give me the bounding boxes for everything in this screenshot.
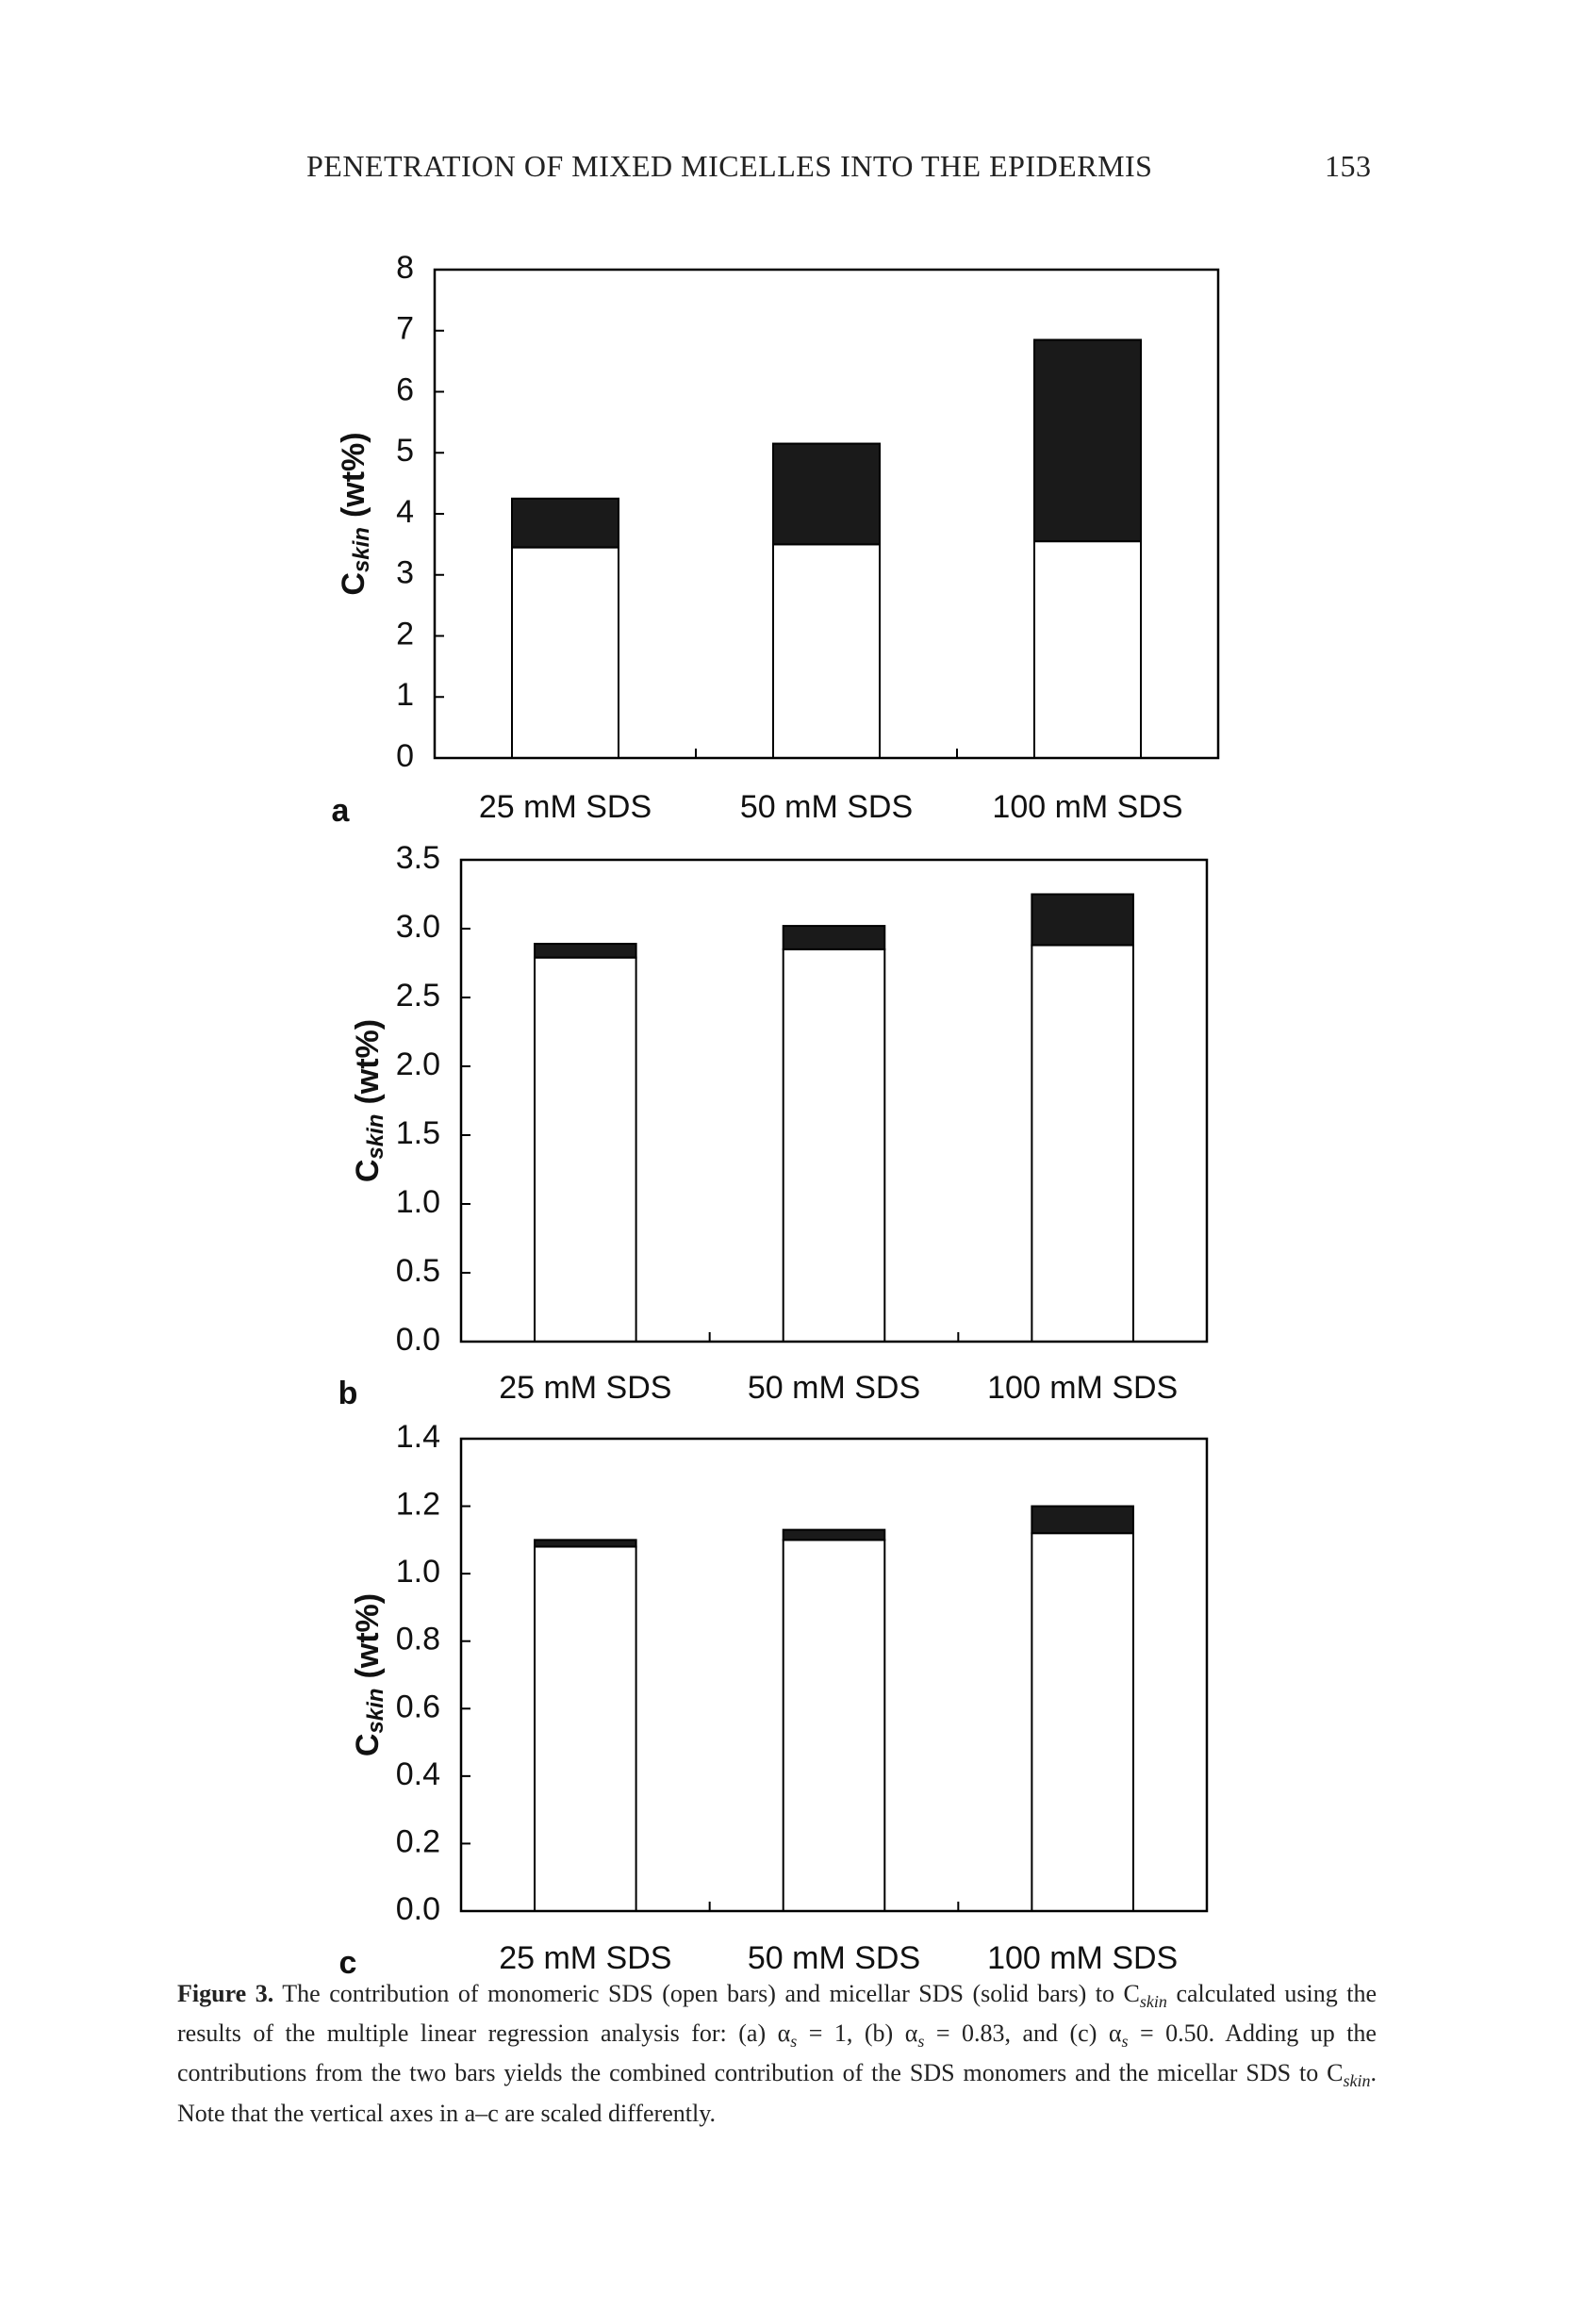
y-label-unit: (wt%)	[350, 1593, 386, 1679]
y-tick-label: 1.5	[396, 1115, 440, 1151]
bar-segment	[1032, 338, 1143, 543]
caption: Figure 3. The contribution of monomeric …	[177, 1978, 1377, 2130]
panel-label: c	[339, 1945, 357, 1981]
y-axis-label: Cskin (wt%)	[350, 1019, 388, 1182]
y-tick-label: 0.8	[396, 1622, 440, 1657]
x-tick-label: 100 mM SDS	[987, 1940, 1178, 1976]
y-tick-label: 2.0	[396, 1047, 440, 1082]
caption-sub: s	[917, 2032, 925, 2052]
bar-segment	[782, 925, 886, 950]
caption-label: Figure 3.	[177, 1980, 274, 2007]
y-tick-label: 1.2	[396, 1487, 440, 1523]
y-tick-label: 0.0	[396, 1322, 440, 1358]
bar-segment	[1032, 540, 1143, 760]
panel-label: b	[338, 1376, 358, 1411]
y-tick-label: 3	[396, 555, 414, 591]
y-tick-label: 6	[396, 371, 414, 407]
y-axis-label: Cskin (wt%)	[350, 1593, 388, 1756]
y-label-subscript: skin	[349, 527, 374, 572]
y-tick-label: 4	[396, 494, 414, 530]
y-label-subscript: skin	[363, 1689, 388, 1734]
bar-segment	[1031, 1532, 1134, 1912]
x-tick-label: 50 mM SDS	[748, 1370, 920, 1406]
running-title: PENETRATION OF MIXED MICELLES INTO THE E…	[306, 149, 1153, 183]
y-tick-label: 3.0	[396, 909, 440, 945]
y-tick-label: 1.4	[396, 1419, 440, 1455]
x-tick-label: 100 mM SDS	[992, 789, 1182, 825]
x-tick-label: 50 mM SDS	[740, 789, 913, 825]
panel-label: a	[332, 793, 351, 829]
x-tick-label: 100 mM SDS	[987, 1370, 1178, 1406]
y-label-unit: (wt%)	[336, 432, 371, 518]
bar-segment	[534, 1539, 637, 1548]
y-tick-label: 1.0	[396, 1554, 440, 1590]
bar-segment	[1031, 893, 1134, 947]
bar-segment	[534, 956, 637, 1343]
caption-sub: s	[1121, 2032, 1129, 2052]
caption-sub: skin	[1343, 2071, 1371, 2091]
y-tick-label: 1.0	[396, 1184, 440, 1220]
bar-segment	[782, 1539, 886, 1913]
caption-text: The contribution of monomeric SDS (open …	[273, 1980, 1140, 2007]
y-tick-label: 0.5	[396, 1253, 440, 1289]
y-tick-label: 3.5	[396, 840, 440, 876]
caption-text: = 0.83, and (c) α	[924, 2019, 1122, 2048]
y-tick-label: 5	[396, 433, 414, 469]
x-tick-label: 25 mM SDS	[479, 789, 652, 825]
caption-sub: skin	[1139, 1992, 1167, 2012]
y-label-subscript: skin	[363, 1114, 388, 1160]
bar-segment	[771, 543, 882, 759]
y-tick-label: 0.6	[396, 1689, 440, 1724]
y-label-symbol: C	[336, 572, 371, 596]
y-tick-label: 2	[396, 616, 414, 651]
y-tick-label: 0.2	[396, 1823, 440, 1859]
y-tick-label: 0.4	[396, 1756, 440, 1792]
caption-text: = 0.50. Adding up the contributions from…	[177, 2019, 1377, 2087]
y-tick-label: 0	[396, 738, 414, 774]
x-tick-label: 25 mM SDS	[499, 1940, 671, 1976]
y-label-unit: (wt%)	[350, 1019, 386, 1105]
bar-segment	[534, 1545, 637, 1912]
x-tick-label: 25 mM SDS	[499, 1370, 671, 1406]
x-tick-label: 50 mM SDS	[748, 1940, 920, 1976]
bar-segment	[1031, 944, 1134, 1343]
y-tick-label: 0.0	[396, 1891, 440, 1927]
plot-frame	[433, 268, 1220, 760]
bar-segment	[782, 948, 886, 1343]
bar-segment	[771, 442, 882, 546]
caption-text: . Note that the vertical axes in a–c are…	[177, 2059, 1377, 2127]
y-tick-label: 1	[396, 677, 414, 713]
bar-segment	[510, 497, 620, 549]
y-label-symbol: C	[350, 1160, 386, 1183]
y-tick-label: 7	[396, 311, 414, 347]
y-label-symbol: C	[350, 1734, 386, 1757]
bar-segment	[782, 1528, 886, 1541]
caption-text: = 1, (b) α	[797, 2019, 918, 2048]
bar-segment	[510, 546, 620, 759]
caption-sub: s	[790, 2032, 798, 2052]
y-axis-label: Cskin (wt%)	[336, 432, 374, 595]
bar-segment	[534, 943, 637, 959]
plot-frame	[459, 858, 1209, 1343]
page-number: 153	[1325, 149, 1372, 183]
bar-segment	[1031, 1505, 1134, 1535]
plot-frame	[459, 1437, 1209, 1913]
y-tick-label: 8	[396, 250, 414, 286]
caption-text: calculated using the results of the mult…	[177, 1980, 1377, 2048]
y-tick-label: 2.5	[396, 978, 440, 1014]
